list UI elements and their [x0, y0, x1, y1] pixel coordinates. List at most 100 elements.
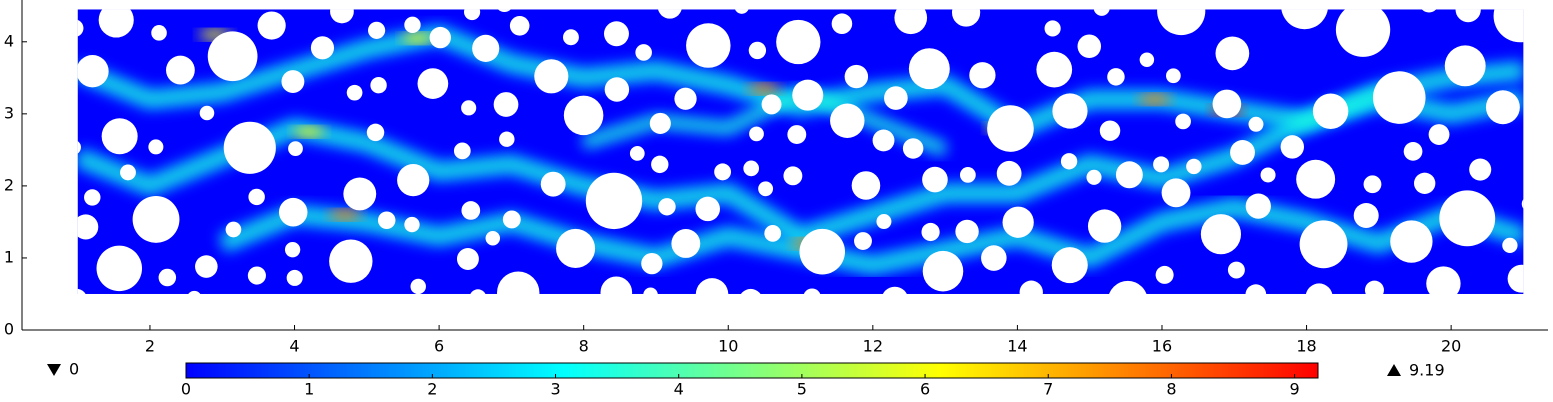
- obstacle: [199, 105, 215, 121]
- obstacle: [1312, 93, 1349, 129]
- obstacle: [310, 36, 335, 60]
- obstacle: [470, 289, 486, 294]
- obstacle: [223, 121, 276, 174]
- obstacle: [77, 55, 109, 88]
- obstacle: [1335, 9, 1391, 57]
- max-value: 9.19: [1409, 361, 1445, 380]
- obstacle: [1200, 214, 1242, 255]
- obstacle: [1093, 9, 1110, 16]
- colorbar-tick-label: 2: [427, 380, 437, 399]
- obstacle: [830, 103, 865, 138]
- obstacle: [1414, 172, 1436, 194]
- obstacle: [158, 268, 177, 287]
- obstacle: [1153, 156, 1170, 173]
- obstacle: [498, 9, 511, 13]
- obstacle: [1227, 261, 1245, 279]
- obstacle: [884, 86, 908, 110]
- obstacle: [1044, 20, 1061, 37]
- obstacle: [195, 255, 218, 278]
- obstacle: [1186, 158, 1202, 175]
- obstacle: [651, 155, 669, 174]
- y-tick-label: 0: [4, 320, 14, 339]
- obstacle: [1469, 158, 1492, 181]
- obstacle: [1390, 220, 1433, 263]
- obstacle: [1296, 159, 1336, 199]
- obstacle: [649, 112, 671, 134]
- obstacle: [456, 248, 479, 270]
- obstacle: [876, 214, 892, 230]
- obstacle: [1230, 140, 1255, 165]
- obstacle: [1428, 124, 1450, 145]
- obstacle: [499, 131, 515, 147]
- obstacle: [604, 77, 630, 102]
- obstacle: [922, 166, 948, 193]
- obstacle: [1086, 169, 1102, 185]
- obstacle: [1245, 193, 1271, 219]
- obstacle: [1353, 202, 1379, 228]
- obstacle: [1077, 34, 1102, 59]
- obstacle: [1107, 68, 1125, 86]
- obstacle: [635, 44, 652, 61]
- obstacle: [981, 245, 1007, 271]
- obstacle: [1157, 9, 1206, 36]
- obstacle: [695, 278, 729, 294]
- obstacle: [563, 95, 604, 136]
- obstacle: [1426, 266, 1461, 294]
- obstacle: [84, 189, 101, 206]
- y-tick-label: 4: [4, 31, 14, 50]
- obstacle: [996, 160, 1022, 186]
- obstacle: [410, 278, 426, 294]
- obstacle: [951, 9, 981, 27]
- obstacle: [497, 271, 540, 294]
- obstacle: [1099, 120, 1121, 141]
- obstacle: [658, 198, 676, 216]
- obstacle: [534, 59, 569, 94]
- hotspot: [292, 126, 325, 137]
- min-marker: [47, 364, 61, 376]
- obstacle: [585, 172, 643, 230]
- colorbar-tick-label: 0: [181, 380, 191, 399]
- obstacle: [603, 21, 629, 47]
- obstacle: [955, 219, 979, 244]
- obstacle: [77, 214, 99, 240]
- obstacle: [377, 211, 396, 230]
- x-tick-label: 4: [289, 337, 299, 356]
- obstacle: [368, 21, 386, 39]
- obstacle: [120, 164, 136, 181]
- obstacle: [472, 34, 500, 62]
- flow-core: [221, 204, 1524, 268]
- obstacle: [1036, 51, 1073, 88]
- obstacle: [329, 239, 373, 283]
- x-tick-label: 20: [1441, 337, 1461, 356]
- obstacle: [1212, 89, 1242, 119]
- obstacle: [1052, 93, 1088, 129]
- obstacle: [872, 129, 895, 152]
- obstacle: [740, 288, 761, 294]
- obstacle: [429, 26, 451, 49]
- obstacle: [1051, 247, 1088, 284]
- obstacle: [540, 171, 566, 197]
- obstacle: [1455, 9, 1481, 23]
- obstacle: [882, 286, 907, 294]
- obstacle: [453, 142, 471, 160]
- obstacle: [1060, 153, 1078, 170]
- obstacle: [792, 79, 824, 111]
- obstacle: [278, 197, 308, 227]
- colorbar-tick-label: 7: [1043, 380, 1053, 399]
- obstacle: [188, 290, 201, 294]
- obstacle: [1161, 178, 1191, 208]
- obstacle: [764, 224, 782, 242]
- obstacle: [404, 16, 421, 34]
- obstacle: [1281, 9, 1328, 30]
- obstacle: [1165, 68, 1181, 84]
- obstacle: [1260, 167, 1276, 183]
- obstacle: [1439, 190, 1496, 247]
- colorbar-tick-label: 1: [304, 380, 314, 399]
- colorbar-tick-label: 8: [1166, 380, 1176, 399]
- obstacle: [132, 195, 180, 243]
- obstacle: [1215, 36, 1250, 71]
- obstacle: [1521, 199, 1524, 209]
- y-tick-label: 2: [4, 175, 14, 194]
- x-tick-label: 8: [579, 337, 589, 356]
- obstacle: [674, 87, 697, 110]
